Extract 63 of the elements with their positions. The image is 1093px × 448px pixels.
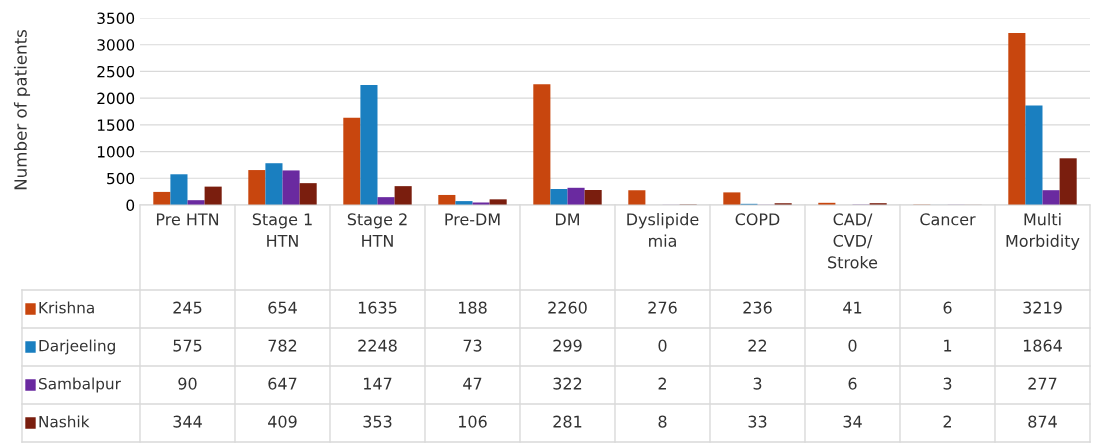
data-label: 0 [658,339,667,352]
data-label: 277 [1028,377,1057,390]
y-tick-label: 500 [107,172,135,185]
data-label: 409 [268,415,297,428]
x-tick-label: CAD/ CVD/ Stroke [828,213,878,269]
data-label: 782 [268,339,297,352]
x-tick-label: Pre HTN [156,213,219,226]
data-label: 3 [753,377,762,390]
data-label: 1864 [1023,339,1062,352]
y-tick-label: 3000 [97,39,135,51]
y-tick-label: 0 [126,199,135,212]
data-label: 647 [268,377,297,390]
data-label: 6 [848,377,857,390]
y-tick-label: 2000 [97,92,135,105]
data-label: 3 [943,377,952,390]
data-label: 188 [459,301,487,314]
data-label: 22 [748,339,767,352]
data-label: 2260 [548,301,587,314]
legend-label: Krishna [39,301,94,314]
legend-label: Sambalpur [39,377,121,393]
data-label: 245 [173,301,202,314]
data-label: 299 [553,339,582,352]
data-label: 281 [553,415,582,428]
data-label: 90 [178,377,197,390]
y-tick-label: 1000 [97,146,135,158]
data-label: 236 [743,301,772,314]
x-tick-label: Dyslipide mia [627,213,699,247]
data-label: 3219 [1023,301,1062,314]
data-label: 106 [459,415,487,428]
x-tick-label: COPD [735,213,780,226]
data-label: 6 [943,301,952,314]
data-label: 344 [173,415,202,428]
data-label: 2248 [358,339,397,352]
data-label: 41 [843,301,862,314]
x-tick-label: DM [556,213,579,226]
data-label: 874 [1028,415,1057,428]
data-label: 1 [944,339,952,352]
data-label: 276 [648,301,677,314]
data-label: 353 [363,415,392,428]
legend-label: Darjeeling [39,339,115,355]
data-label: 654 [268,301,297,314]
data-label: 8 [658,415,667,428]
data-label: 147 [364,377,392,390]
y-tick-label: 1500 [97,119,135,131]
x-tick-label: Multi Morbidity [1006,213,1080,250]
legend-label: Nashik [39,415,90,428]
data-label: 73 [463,339,482,352]
data-label: 47 [463,377,482,390]
data-label: 1635 [358,301,397,314]
data-label: 575 [173,339,202,352]
y-tick-label: 2500 [97,65,135,78]
data-label: 2 [943,415,951,428]
y-tick-label: 3500 [97,12,135,25]
x-tick-label: Stage 1 HTN [252,213,312,247]
data-label: 0 [848,339,857,352]
data-label: 322 [553,377,582,390]
x-tick-label: Pre-DM [445,213,500,226]
data-label: 33 [748,415,767,428]
x-tick-label: Cancer [920,213,976,226]
x-tick-label: Stage 2 HTN [347,213,407,247]
y-axis-title: Number of patients [13,30,31,190]
data-label: 34 [843,415,862,428]
data-label: 2 [658,377,666,390]
